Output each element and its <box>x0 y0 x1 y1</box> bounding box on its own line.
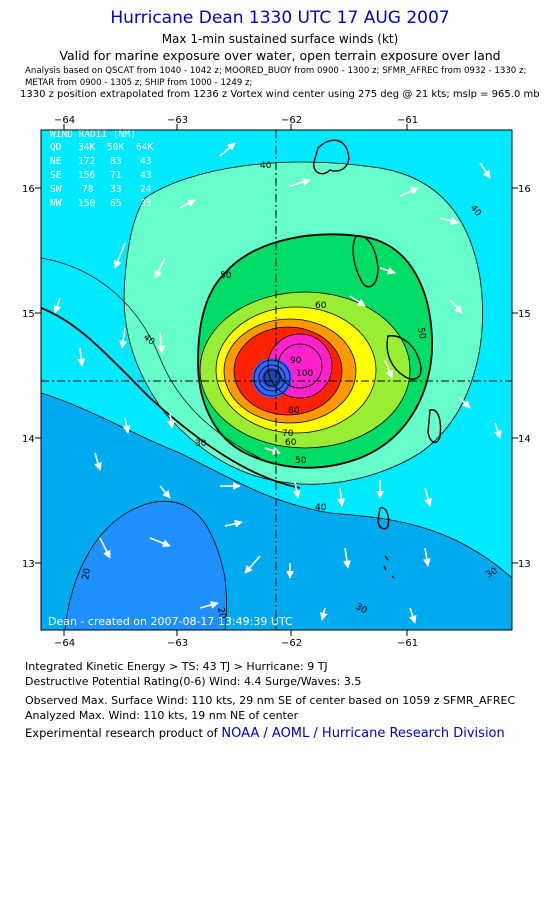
validity-note: Valid for marine exposure over water, op… <box>59 48 501 63</box>
created-stamp: Dean - created on 2007-08-17 13:49:39 UT… <box>48 615 293 628</box>
radii-row-sw-50k: 33 <box>110 184 121 195</box>
radii-row-sw-64k: 24 <box>140 184 152 195</box>
x-tick-bottom-64: −64 <box>54 638 75 648</box>
svg-text:50: 50 <box>295 456 307 466</box>
wind-radii-title: WIND RADII (NM) <box>50 129 136 140</box>
radii-row-se-quadrant: SE <box>50 170 62 181</box>
region-20kt <box>65 501 227 630</box>
radii-row-sw-34k: 78 <box>82 184 94 195</box>
radii-row-nw-34k: 150 <box>78 198 95 209</box>
eye-core <box>262 368 282 388</box>
radii-row-sw-quadrant: SW <box>50 184 62 195</box>
x-tick-top-61: −61 <box>397 115 418 126</box>
analysis-sources-line1: Analysis based on QSCAT from 1040 - 1042… <box>25 66 527 76</box>
radii-row-ne-quadrant: NE <box>50 156 62 167</box>
x-tick-top-63: −63 <box>167 115 188 126</box>
island-martinique <box>386 335 422 380</box>
position-note: 1330 z position extrapolated from 1236 z… <box>20 89 540 100</box>
radii-row-nw-50k: 65 <box>110 198 121 209</box>
y-tick-right-15: 15 <box>518 309 531 320</box>
wind-arrows <box>53 142 502 624</box>
radii-row-se-50k: 71 <box>110 170 122 181</box>
contour-label-40: 40 <box>260 161 272 171</box>
contour-label-30: 30 <box>195 439 207 449</box>
contour-label-50: 50 <box>220 271 232 281</box>
credit-prefix: Experimental research product of <box>25 726 222 740</box>
svg-text:50: 50 <box>415 327 427 340</box>
wind-radii-header-34k: 34K <box>78 142 95 153</box>
wind-radii-table: WIND RADII (NM) QD 34K 50K 64K NE 172 83… <box>50 129 153 209</box>
x-tick-top-64: −64 <box>54 115 75 126</box>
subtitle: Max 1-min sustained surface winds (kt) <box>161 32 399 46</box>
radii-row-se-64k: 43 <box>140 170 151 181</box>
island-st-vincent <box>377 507 390 530</box>
island-st-lucia <box>427 409 442 443</box>
contour-label-70: 70 <box>282 429 294 439</box>
x-tick-bottom-62: −62 <box>281 638 302 648</box>
wind-radii-header-50k: 50K <box>107 142 124 153</box>
bold-contours <box>41 233 433 489</box>
page-title: Hurricane Dean 1330 UTC 17 AUG 2007 <box>110 8 450 28</box>
svg-text:60: 60 <box>285 438 297 448</box>
radii-row-se-34k: 156 <box>78 170 95 181</box>
contour-label-20: 20 <box>81 567 93 580</box>
hrd-link[interactable]: NOAA / AOML / Hurricane Research Divisio… <box>221 726 505 741</box>
axis-ticks <box>35 124 518 636</box>
destructive-potential-rating: Destructive Potential Rating(0-6) Wind: … <box>25 675 362 688</box>
radii-row-nw-64k: 33 <box>140 198 151 209</box>
y-tick-left-13: 13 <box>22 559 35 570</box>
contour-label-100: 100 <box>296 369 313 379</box>
analysis-sources-line2: METAR from 0900 - 1305 z; SHIP from 1000… <box>25 78 253 88</box>
island-outlines <box>313 139 442 579</box>
wind-field-map: 20 30 40 50 60 70 80 90 100 40 40 40 50 … <box>22 115 531 648</box>
analyzed-max-wind: Analyzed Max. Wind: 110 kts, 19 nm NE of… <box>25 709 299 722</box>
island-grenadines <box>383 555 395 579</box>
contour-value-labels: 20 30 40 50 60 70 80 90 100 <box>81 161 327 581</box>
storm-center-crosshair <box>41 130 512 630</box>
wind-radii-header-64k: 64K <box>136 142 153 153</box>
radii-row-ne-34k: 172 <box>78 156 95 167</box>
svg-text:40: 40 <box>315 503 327 513</box>
integrated-kinetic-energy: Integrated Kinetic Energy > TS: 43 TJ > … <box>25 660 328 673</box>
y-tick-right-14: 14 <box>518 434 531 445</box>
map-frame <box>40 129 513 631</box>
observed-max-wind: Observed Max. Surface Wind: 110 kts, 29 … <box>25 694 516 707</box>
y-tick-left-15: 15 <box>22 309 35 320</box>
x-tick-top-62: −62 <box>281 115 302 126</box>
y-tick-right-16: 16 <box>518 184 531 195</box>
island-guadeloupe <box>313 139 350 175</box>
y-tick-left-16: 16 <box>22 184 35 195</box>
contour-label-90: 90 <box>290 356 302 366</box>
x-tick-bottom-61: −61 <box>397 638 418 648</box>
y-tick-right-13: 13 <box>518 559 531 570</box>
radii-row-ne-64k: 43 <box>140 156 151 167</box>
contour-label-60: 60 <box>315 301 327 311</box>
y-tick-left-14: 14 <box>22 434 35 445</box>
radii-row-ne-50k: 83 <box>110 156 121 167</box>
wind-radii-header-qd: QD <box>50 142 62 153</box>
island-dominica <box>352 235 379 288</box>
credit-line: Experimental research product of NOAA / … <box>25 726 505 741</box>
radii-row-nw-quadrant: NW <box>50 198 62 209</box>
contour-label-80: 80 <box>288 406 300 416</box>
x-tick-bottom-63: −63 <box>167 638 188 648</box>
svg-text:20: 20 <box>215 607 227 620</box>
